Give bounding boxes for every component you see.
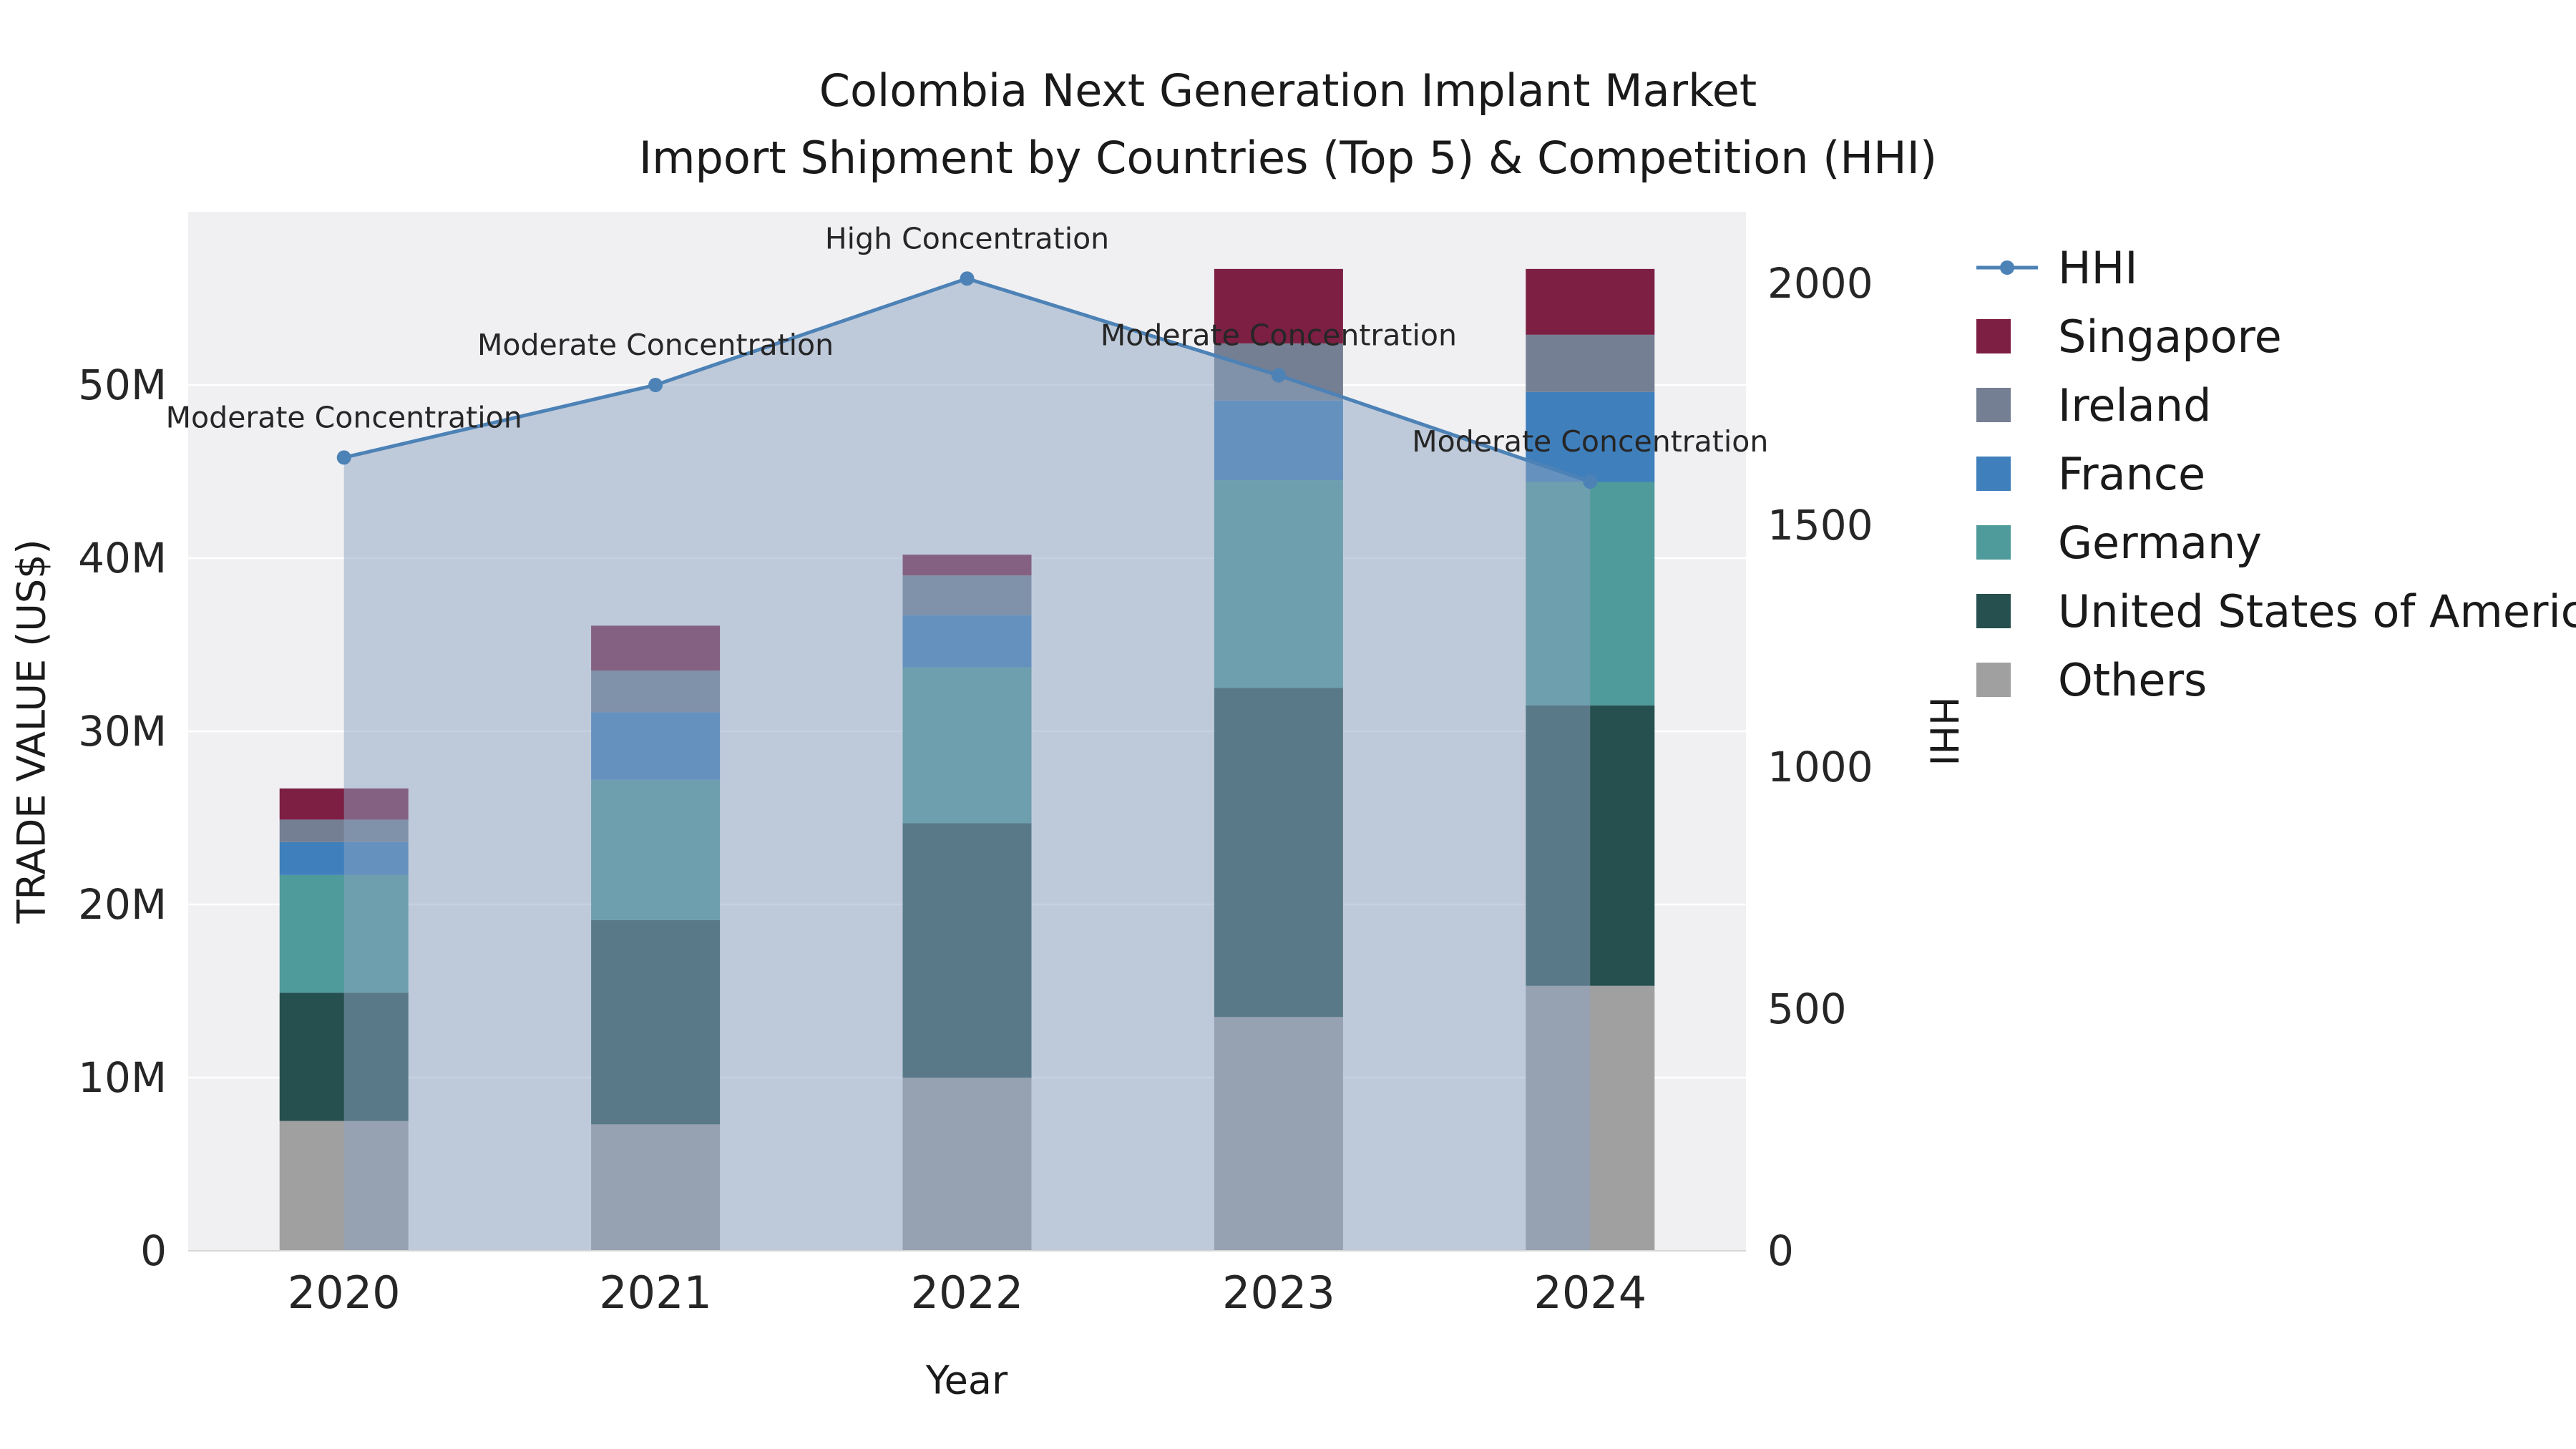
legend-item-ireland: Ireland: [1976, 371, 2576, 439]
legend: HHI Singapore Ireland France Germany Uni…: [1976, 233, 2576, 714]
y-left-tick-label: 50M: [78, 361, 167, 409]
color-swatch-icon: [1976, 457, 2011, 491]
hhi-marker-2023: [1271, 368, 1286, 383]
legend-swatch-others: [1976, 663, 2038, 697]
legend-line-sample: [1976, 250, 2038, 285]
legend-label: Others: [2058, 653, 2207, 706]
legend-swatch-united-states-of-america: [1976, 594, 2038, 628]
legend-item-singapore: Singapore: [1976, 302, 2576, 371]
color-swatch-icon: [1976, 594, 2011, 628]
annotation-2023: Moderate Concentration: [1101, 318, 1457, 352]
chart-title-line1: Colombia Next Generation Implant Market: [819, 64, 1757, 117]
y-right-tick-label: 0: [1767, 1226, 1794, 1275]
y-right-tick-label: 1000: [1767, 743, 1873, 791]
annotation-2021: Moderate Concentration: [477, 328, 834, 362]
x-axis-title: Year: [925, 1357, 1008, 1403]
bar-segment-ireland-2024: [1526, 334, 1655, 392]
y-right-tick-label: 2000: [1767, 259, 1873, 308]
y-left-tick-label: 10M: [78, 1053, 167, 1102]
y-left-tick-label: 20M: [78, 880, 167, 929]
legend-swatch-france: [1976, 457, 2038, 491]
hhi-marker-2020: [336, 450, 351, 465]
legend-item-hhi: HHI: [1976, 233, 2576, 302]
bar-segment-singapore-2023: [1214, 268, 1343, 343]
legend-item-france: France: [1976, 439, 2576, 508]
hhi-area-fill: [343, 278, 1591, 1251]
x-tick-label: 2023: [1222, 1267, 1335, 1319]
annotation-2022: High Concentration: [825, 221, 1109, 255]
color-swatch-icon: [1976, 525, 2011, 560]
legend-label: Ireland: [2058, 379, 2212, 431]
x-tick-label: 2020: [288, 1267, 401, 1319]
x-tick-label: 2021: [599, 1267, 712, 1319]
x-tick-label: 2022: [911, 1267, 1024, 1319]
x-tick-label: 2024: [1533, 1267, 1646, 1319]
y-right-tick-label: 500: [1767, 985, 1847, 1033]
legend-swatch-germany: [1976, 525, 2038, 560]
color-swatch-icon: [1976, 319, 2011, 353]
y-left-tick-label: 30M: [78, 707, 167, 756]
legend-item-germany: Germany: [1976, 508, 2576, 577]
legend-label: Singapore: [2058, 310, 2282, 363]
y-axis-title-left: TRADE VALUE (US$): [9, 539, 54, 924]
hhi-marker-2022: [960, 271, 975, 286]
legend-item-united-states-of-america: United States of America: [1976, 577, 2576, 645]
legend-label: HHI: [2058, 241, 2138, 294]
color-swatch-icon: [1976, 663, 2011, 697]
annotation-2020: Moderate Concentration: [166, 400, 522, 434]
legend-swatch-singapore: [1976, 319, 2038, 353]
legend-label: France: [2058, 447, 2206, 500]
legend-label: United States of America: [2058, 585, 2576, 638]
annotation-2024: Moderate Concentration: [1412, 424, 1768, 459]
legend-item-others: Others: [1976, 645, 2576, 714]
chart-title: Colombia Next Generation Implant Market …: [0, 57, 2576, 192]
y-axis-title-right: HHI: [1921, 696, 1966, 766]
y-right-tick-label: 1500: [1767, 501, 1873, 550]
hhi-marker-2024: [1583, 474, 1598, 489]
y-left-tick-label: 40M: [78, 534, 167, 582]
bar-segment-singapore-2024: [1526, 268, 1655, 335]
legend-hhi-marker-icon: [2000, 260, 2014, 275]
chart-title-line2: Import Shipment by Countries (Top 5) & C…: [638, 132, 1938, 184]
color-swatch-icon: [1976, 388, 2011, 422]
legend-label: Germany: [2058, 516, 2262, 569]
legend-swatch-ireland: [1976, 388, 2038, 422]
hhi-marker-2021: [648, 378, 663, 392]
y-left-tick-label: 0: [140, 1226, 167, 1275]
